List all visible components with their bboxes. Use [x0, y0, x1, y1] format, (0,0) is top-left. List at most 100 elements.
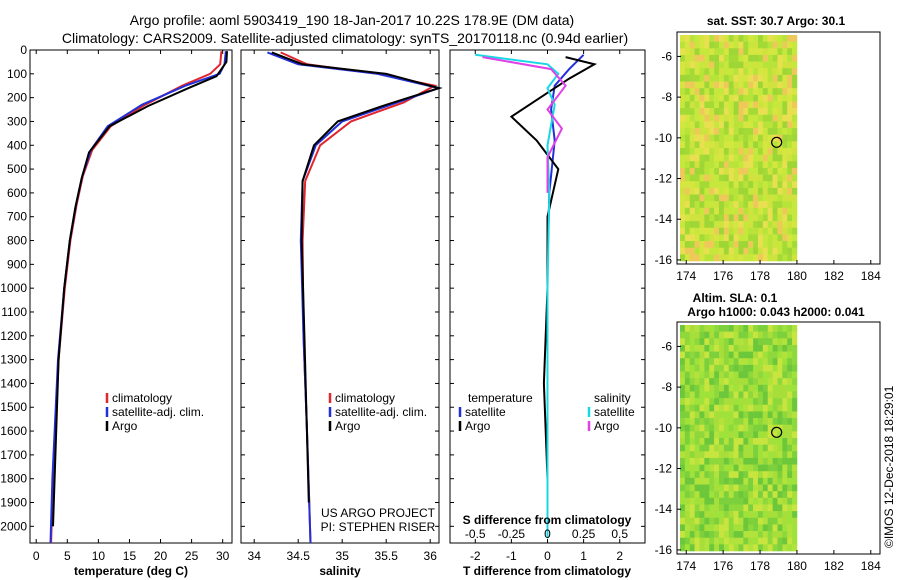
map-cell [680, 544, 686, 552]
map-cell [718, 331, 725, 339]
map-cell [704, 247, 710, 255]
map-cell [772, 364, 778, 372]
map-cell [762, 477, 769, 485]
map-cell [694, 484, 700, 492]
map-cell [757, 537, 764, 545]
map-cell [762, 351, 769, 359]
map-cell [714, 404, 720, 412]
map-cell [782, 141, 788, 149]
map-cell [753, 391, 759, 399]
map-cell [782, 48, 788, 56]
map-cell [782, 444, 788, 452]
map-cell [709, 331, 715, 339]
map-cell [792, 234, 798, 242]
map-cell [684, 81, 691, 89]
map-cell [728, 358, 734, 366]
map-cell [753, 398, 759, 406]
map-x-tick-label: 180 [787, 269, 807, 283]
map-cell [723, 531, 730, 539]
legend-label: satellite [465, 405, 506, 419]
map-cell [728, 201, 734, 209]
map-cell [777, 384, 783, 392]
map-cell [733, 431, 739, 439]
map-cell [777, 325, 783, 332]
map-cell [782, 148, 788, 155]
map-cell [738, 174, 744, 182]
map-cell [680, 491, 686, 499]
map-cell [733, 424, 739, 432]
map-cell [709, 121, 715, 129]
map-cell [762, 81, 769, 89]
map-cell [753, 74, 759, 82]
map-cell [753, 378, 759, 386]
map-cell [718, 531, 725, 539]
x-tick-label: -1 [506, 549, 517, 563]
map-cell [782, 128, 788, 136]
map-cell [723, 187, 730, 195]
map-cell [689, 544, 695, 552]
map-cell [718, 391, 725, 399]
map-cell [757, 214, 764, 222]
map-cell [743, 121, 749, 129]
map-cell [723, 94, 730, 102]
map-cell [714, 504, 720, 512]
map-cell [684, 101, 691, 109]
map-cell [723, 114, 730, 122]
map-cell [704, 161, 710, 169]
salinity-panel-frame [240, 49, 440, 544]
temperature-xlabel: temperature (deg C) [74, 564, 188, 578]
map-cell [699, 491, 705, 499]
map-cell [694, 431, 700, 439]
map-cell [753, 241, 759, 249]
map-cell [718, 121, 725, 129]
map-cell [680, 241, 686, 249]
map-cell [762, 194, 769, 202]
map-cell [787, 464, 793, 472]
series-line-temperature-argo [509, 56, 598, 479]
map-cell [757, 207, 764, 215]
map-cell [714, 511, 720, 519]
map-cell [757, 61, 764, 69]
map-cell [782, 338, 788, 346]
map-cell [680, 207, 686, 215]
map-cell [787, 331, 793, 339]
map-cell [684, 531, 691, 539]
map-cell [704, 41, 710, 49]
map-cell [694, 391, 700, 399]
map-cell [728, 438, 734, 445]
map-cell [684, 74, 691, 82]
map-cell [714, 94, 720, 102]
map-cell [743, 94, 749, 102]
map-cell [723, 404, 730, 412]
map-cell [753, 154, 759, 162]
map-cell [743, 338, 749, 346]
map-cell [733, 214, 739, 222]
map-cell [694, 88, 700, 96]
map-cell [733, 141, 739, 149]
map-cell [782, 101, 788, 109]
map-cell [733, 398, 739, 406]
map-cell [689, 148, 695, 155]
map-cell [767, 464, 773, 472]
map-cell [709, 504, 715, 512]
s-tick-label: -0.25 [498, 527, 526, 541]
map-cell [680, 214, 686, 222]
map-cell [733, 81, 739, 89]
map-cell [777, 194, 783, 202]
map-cell [792, 227, 798, 235]
map-cell [718, 227, 725, 235]
map-cell [772, 511, 778, 519]
map-cell [689, 537, 695, 545]
map-cell [748, 54, 754, 62]
map-cell [714, 531, 720, 539]
map-cell [757, 424, 764, 432]
map-cell [792, 221, 798, 229]
map-cell [743, 161, 749, 169]
y-tick-label: 1900 [0, 496, 27, 510]
map-cell [718, 181, 725, 189]
map-cell [699, 537, 705, 545]
map-cell [738, 48, 744, 56]
map-cell [699, 114, 705, 122]
map-cell [748, 371, 754, 379]
map-cell [767, 35, 773, 42]
